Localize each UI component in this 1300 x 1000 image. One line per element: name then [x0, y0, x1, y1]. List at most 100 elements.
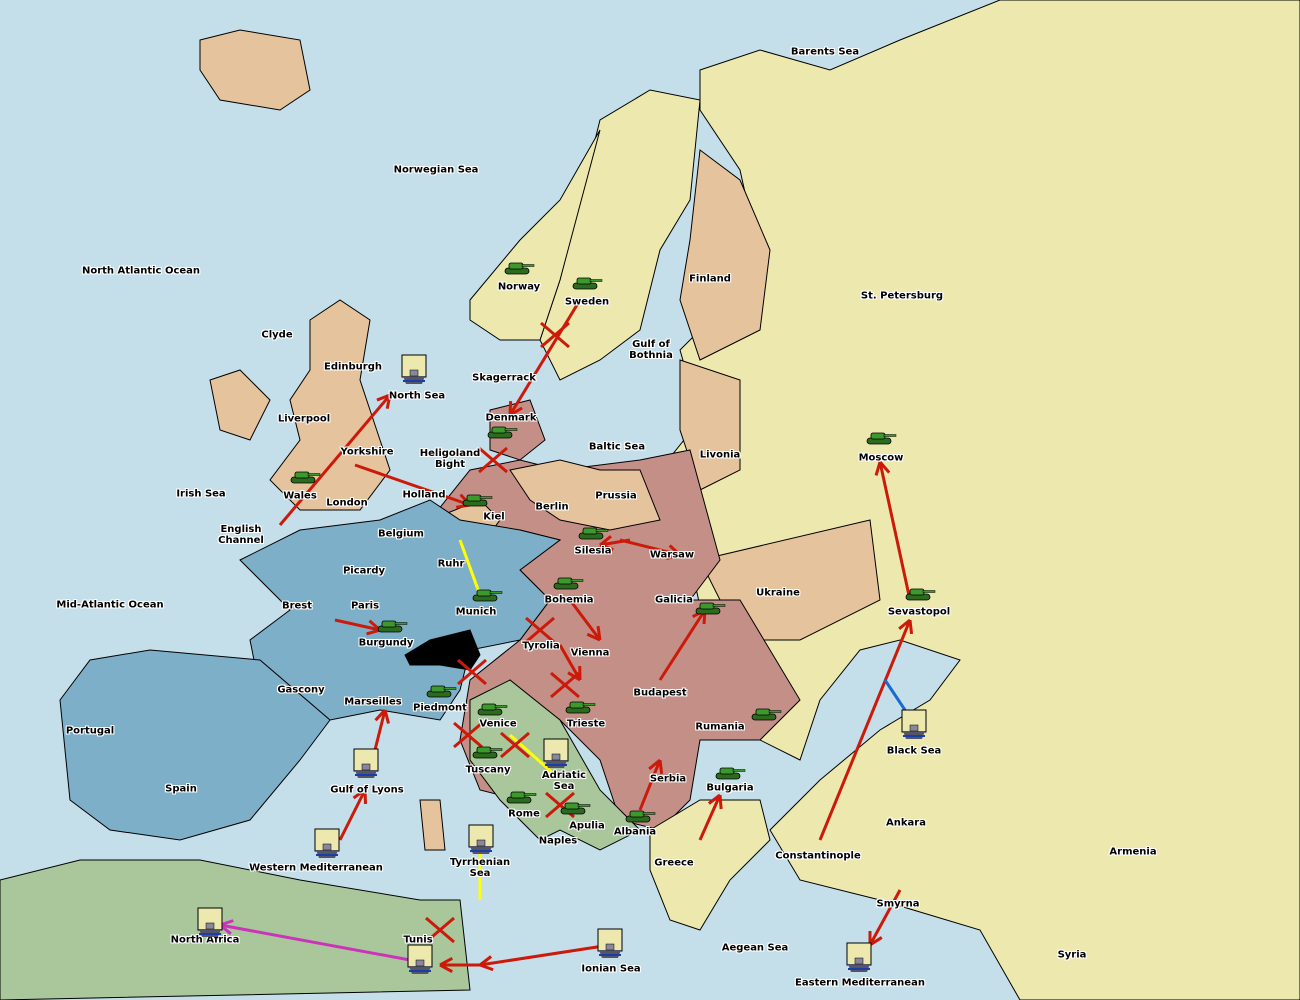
- province-label[interactable]: Wales: [283, 490, 317, 502]
- army-tank-icon[interactable]: [564, 699, 596, 719]
- province-label[interactable]: English Channel: [218, 524, 264, 546]
- province-label[interactable]: Ionian Sea: [581, 963, 641, 975]
- fleet-ship-icon[interactable]: [401, 354, 427, 390]
- province-label[interactable]: Tunis: [403, 934, 433, 946]
- province-label[interactable]: Irish Sea: [176, 488, 226, 500]
- fleet-ship-icon[interactable]: [846, 942, 872, 978]
- province-label[interactable]: Gulf of Bothnia: [629, 339, 673, 361]
- fleet-ship-icon[interactable]: [597, 928, 623, 964]
- province-label[interactable]: Burgundy: [358, 637, 414, 649]
- province-label[interactable]: Sevastopol: [887, 606, 951, 618]
- fleet-ship-icon[interactable]: [543, 738, 569, 774]
- switzerland-impassable[interactable]: [404, 629, 481, 671]
- province-label[interactable]: London: [326, 497, 368, 509]
- army-tank-icon[interactable]: [904, 586, 936, 606]
- province-label[interactable]: Barents Sea: [790, 46, 860, 58]
- province-label[interactable]: Berlin: [535, 501, 569, 513]
- britain[interactable]: [269, 299, 391, 511]
- iceland[interactable]: [199, 29, 311, 111]
- province-label[interactable]: Sweden: [564, 296, 610, 308]
- province-label[interactable]: Piedmont: [413, 702, 467, 714]
- prussia-berlin[interactable]: [509, 459, 661, 531]
- province-label[interactable]: Apulia: [569, 820, 605, 832]
- province-label[interactable]: Bulgaria: [706, 782, 754, 794]
- province-label[interactable]: Ruhr: [437, 558, 465, 570]
- fleet-ship-icon[interactable]: [407, 944, 433, 980]
- army-tank-icon[interactable]: [425, 683, 457, 703]
- province-label[interactable]: North Africa: [170, 934, 240, 946]
- sardinia[interactable]: [419, 799, 446, 851]
- province-label[interactable]: Norwegian Sea: [393, 164, 479, 176]
- province-label[interactable]: Trieste: [566, 718, 606, 730]
- ireland[interactable]: [209, 369, 271, 441]
- province-label[interactable]: Galicia: [655, 594, 693, 606]
- province-label[interactable]: Heligoland Bight: [419, 448, 481, 470]
- province-label[interactable]: Belgium: [378, 528, 424, 540]
- army-tank-icon[interactable]: [694, 600, 726, 620]
- province-label[interactable]: Aegean Sea: [721, 942, 789, 954]
- province-label[interactable]: Baltic Sea: [588, 441, 646, 453]
- army-tank-icon[interactable]: [865, 430, 897, 450]
- fleet-ship-icon[interactable]: [468, 824, 494, 860]
- province-label[interactable]: Prussia: [595, 490, 637, 502]
- army-tank-icon[interactable]: [471, 587, 503, 607]
- province-label[interactable]: Gulf of Lyons: [330, 784, 404, 796]
- province-label[interactable]: Portugal: [65, 725, 115, 737]
- province-label[interactable]: Brest: [281, 600, 313, 612]
- army-tank-icon[interactable]: [376, 618, 408, 638]
- denmark[interactable]: [489, 399, 546, 461]
- province-label[interactable]: St. Petersburg: [860, 290, 944, 302]
- province-label[interactable]: Budapest: [633, 687, 687, 699]
- province-label[interactable]: Holland: [402, 489, 446, 501]
- province-label[interactable]: Gascony: [277, 684, 325, 696]
- province-label[interactable]: Adriatic Sea: [541, 770, 587, 792]
- province-label[interactable]: Mid-Atlantic Ocean: [56, 599, 164, 611]
- province-label[interactable]: Tyrolia: [522, 640, 560, 652]
- province-label[interactable]: Moscow: [858, 452, 904, 464]
- province-label[interactable]: Clyde: [261, 329, 293, 341]
- army-tank-icon[interactable]: [552, 575, 584, 595]
- province-label[interactable]: Liverpool: [277, 413, 331, 425]
- iberia[interactable]: [59, 649, 331, 841]
- fleet-ship-icon[interactable]: [353, 748, 379, 784]
- province-label[interactable]: Tuscany: [465, 764, 511, 776]
- army-tank-icon[interactable]: [289, 469, 321, 489]
- province-label[interactable]: Denmark: [485, 412, 537, 424]
- province-label[interactable]: North Atlantic Ocean: [81, 265, 201, 277]
- province-label[interactable]: Vienna: [570, 647, 610, 659]
- province-label[interactable]: Black Sea: [886, 745, 942, 757]
- norway[interactable]: [469, 129, 601, 341]
- fleet-ship-icon[interactable]: [901, 709, 927, 745]
- province-label[interactable]: Ankara: [886, 817, 926, 829]
- province-label[interactable]: Constantinople: [775, 850, 861, 862]
- province-label[interactable]: Livonia: [699, 449, 741, 461]
- province-label[interactable]: Bohemia: [544, 594, 594, 606]
- province-label[interactable]: Spain: [165, 783, 197, 795]
- army-tank-icon[interactable]: [471, 744, 503, 764]
- army-tank-icon[interactable]: [505, 789, 537, 809]
- province-label[interactable]: Rome: [508, 808, 540, 820]
- province-label[interactable]: Munich: [455, 606, 497, 618]
- province-label[interactable]: Armenia: [1109, 846, 1157, 858]
- province-label[interactable]: Norway: [497, 281, 541, 293]
- province-label[interactable]: Serbia: [649, 773, 687, 785]
- province-label[interactable]: Ukraine: [756, 587, 800, 599]
- finland[interactable]: [679, 149, 771, 361]
- province-label[interactable]: Skagerrack: [472, 372, 536, 384]
- province-label[interactable]: Eastern Mediterranean: [795, 977, 925, 989]
- province-label[interactable]: Paris: [350, 600, 380, 612]
- province-label[interactable]: Marseilles: [344, 696, 402, 708]
- province-label[interactable]: Western Mediterranean: [249, 862, 383, 874]
- province-label[interactable]: Syria: [1057, 949, 1087, 961]
- army-tank-icon[interactable]: [461, 492, 493, 512]
- army-tank-icon[interactable]: [476, 701, 508, 721]
- province-label[interactable]: Greece: [654, 857, 694, 869]
- province-label[interactable]: Rumania: [695, 721, 745, 733]
- province-label[interactable]: North Sea: [388, 390, 446, 402]
- province-label[interactable]: Venice: [479, 718, 517, 730]
- north-africa[interactable]: [0, 859, 471, 1000]
- province-label[interactable]: Warsaw: [649, 549, 695, 561]
- sweden[interactable]: [539, 89, 701, 381]
- army-tank-icon[interactable]: [486, 424, 518, 444]
